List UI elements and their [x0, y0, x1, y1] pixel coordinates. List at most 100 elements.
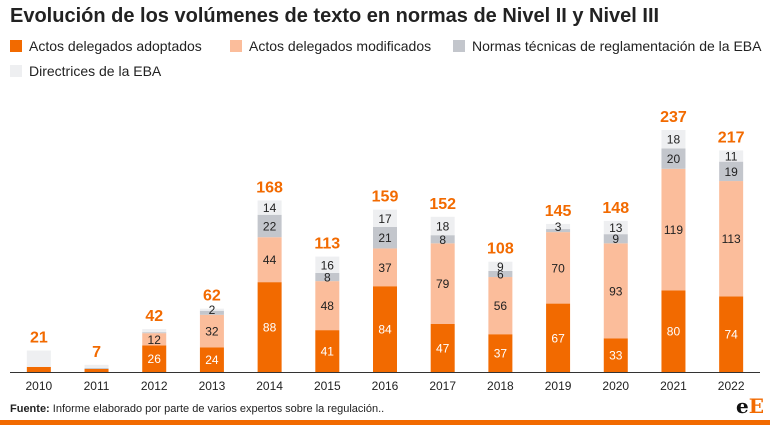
x-tick-2010: 2010	[25, 379, 52, 393]
bar-segment-2014-s3	[257, 200, 282, 215]
bar-segment-2020-s2	[603, 234, 628, 244]
bar-segment-2015-s3	[315, 256, 340, 273]
bar-segment-2017-s3	[430, 216, 455, 236]
segment-label-2015-s2: 8	[324, 271, 331, 285]
bar-segment-2022-s0	[719, 296, 744, 372]
bar-segment-2016-s2	[373, 227, 397, 249]
bar-segment-2021-s2	[661, 148, 686, 169]
total-label-2015: 113	[314, 236, 340, 253]
bar-segment-2013-s1	[199, 314, 224, 348]
x-tick-2020: 2020	[602, 379, 629, 393]
bar-segment-2021-s0	[661, 290, 686, 372]
source-label: Fuente:	[10, 403, 50, 415]
bar-segment-2020-s1	[603, 243, 628, 339]
segment-label-2013-s1: 32	[205, 325, 219, 339]
segment-label-2019-s0: 67	[551, 331, 565, 345]
total-label-2018: 108	[487, 241, 514, 258]
bar-segment-2014-s1	[257, 237, 282, 283]
bar-segment-2010-s0	[26, 366, 51, 372]
bar-segment-2015-s0	[315, 330, 340, 372]
bar-segment-2019-s3	[546, 223, 571, 230]
bar-segment-2012-s1	[142, 333, 167, 346]
total-label-2014: 168	[256, 179, 283, 196]
x-tick-2021: 2021	[660, 379, 687, 393]
bar-segment-2012-s2	[142, 332, 167, 334]
segment-label-2014-s1: 44	[263, 253, 277, 267]
segment-label-2019-s1: 70	[551, 261, 565, 275]
segment-label-2015-s0: 41	[321, 345, 335, 359]
bar-segment-2020-s0	[603, 338, 628, 372]
segment-label-2016-s0: 84	[378, 323, 392, 337]
segment-label-2022-s0: 74	[724, 328, 738, 342]
legend-label-actos-modificados: Actos delegados modificados	[249, 38, 432, 54]
bar-segment-2018-s2	[488, 270, 513, 278]
segment-label-2014-s0: 88	[263, 321, 277, 335]
segment-label-2012-s0: 26	[148, 352, 162, 366]
bottom-accent-bar	[0, 420, 770, 425]
segment-label-2014-s3: 14	[263, 201, 277, 215]
bar-segment-2018-s3	[488, 261, 513, 271]
segment-label-2012-s1: 12	[148, 333, 162, 347]
x-tick-2018: 2018	[487, 379, 514, 393]
bar-segment-2022-s2	[719, 161, 744, 182]
x-tick-2015: 2015	[314, 379, 341, 393]
segment-label-2020-s1: 93	[609, 284, 623, 298]
bar-segment-2018-s0	[488, 334, 513, 372]
legend-swatch-actos-adoptados	[10, 40, 22, 52]
legend-swatch-actos-modificados	[230, 40, 242, 52]
bar-segment-2015-s2	[315, 272, 340, 282]
bar-segment-2014-s0	[257, 282, 282, 372]
segment-label-2021-s3: 18	[667, 133, 681, 147]
segment-label-2021-s0: 80	[667, 325, 681, 339]
total-label-2012: 42	[145, 308, 163, 325]
segment-label-2022-s1: 113	[722, 232, 741, 246]
bar-segment-2022-s1	[719, 181, 744, 297]
bar-segment-2015-s1	[315, 281, 340, 331]
segment-label-2016-s3: 17	[378, 212, 392, 226]
segment-label-2013-s3: 2	[209, 303, 216, 317]
total-label-2022: 217	[718, 129, 745, 146]
brand-logo: eE	[736, 394, 764, 418]
bar-segment-2011-s3	[84, 364, 109, 368]
logo-letter-E: E	[748, 394, 764, 418]
bar-segment-2021-s3	[661, 130, 686, 149]
segment-label-2018-s3: 9	[497, 260, 504, 274]
x-tick-2014: 2014	[256, 379, 283, 393]
segment-label-2017-s2: 8	[439, 233, 446, 247]
bar-segment-2017-s1	[430, 243, 455, 325]
bar-segment-2018-s1	[488, 277, 513, 335]
bar-segment-2016-s0	[373, 286, 397, 372]
x-tick-2011: 2011	[84, 379, 110, 393]
bar-segment-2010-s3	[26, 350, 51, 367]
total-label-2017: 152	[429, 196, 456, 213]
bar-segment-2019-s0	[546, 303, 571, 372]
segment-label-2021-s2: 20	[667, 152, 681, 166]
total-label-2021: 237	[660, 109, 687, 126]
bar-segment-2017-s2	[430, 235, 455, 244]
segment-label-2018-s2: 6	[497, 267, 504, 281]
bar-segment-2020-s3	[603, 220, 628, 235]
segment-label-2015-s1: 48	[321, 299, 335, 313]
bar-segment-2017-s0	[430, 324, 455, 372]
segment-label-2014-s2: 22	[263, 219, 277, 233]
total-label-2010: 21	[30, 330, 48, 347]
segment-label-2019-s3: 3	[555, 220, 562, 234]
bar-segment-2016-s3	[373, 209, 397, 228]
legend-item-normas-tecnicas: Normas técnicas de reglamentación de la …	[453, 38, 761, 54]
bar-segment-2016-s1	[373, 248, 397, 287]
x-tick-2022: 2022	[718, 379, 745, 393]
x-tick-2017: 2017	[429, 379, 456, 393]
segment-label-2017-s0: 47	[436, 342, 450, 356]
total-label-2016: 159	[372, 189, 399, 206]
bar-segment-2021-s1	[661, 168, 686, 291]
segment-label-2016-s1: 37	[378, 261, 392, 275]
bar-segment-2011-s0	[84, 368, 109, 372]
segment-label-2015-s3: 16	[321, 258, 335, 272]
source-text: Informe elaborado por parte de varios ex…	[52, 403, 385, 415]
segment-label-2016-s2: 21	[378, 231, 392, 245]
segment-label-2020-s2: 9	[612, 232, 619, 246]
bar-segment-2011-s2	[84, 367, 109, 369]
legend-label-directrices: Directrices de la EBA	[29, 63, 162, 79]
segment-label-2018-s0: 37	[494, 347, 508, 361]
segment-label-2018-s1: 56	[494, 299, 508, 313]
